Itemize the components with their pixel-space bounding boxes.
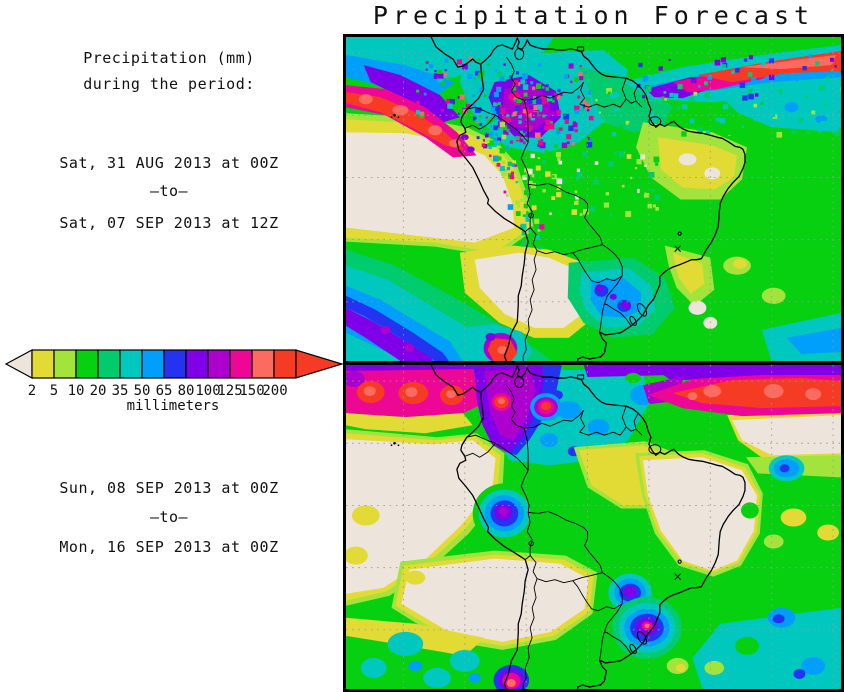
legend-tick: 2 xyxy=(28,383,36,399)
period2-separator: –to– xyxy=(149,508,189,526)
page-title: Precipitation Forecast xyxy=(372,1,815,30)
forecast-map-panel-2 xyxy=(346,365,841,689)
legend-tick: 5 xyxy=(50,383,58,399)
legend-tick: 200 xyxy=(262,383,287,399)
legend-tick: 100 xyxy=(195,383,220,399)
precipitation-map xyxy=(343,34,844,692)
legend-tick: 35 xyxy=(112,383,129,399)
legend-tick: 65 xyxy=(156,383,173,399)
legend-bar xyxy=(4,348,345,380)
period2-start: Sun, 08 SEP 2013 at 00Z xyxy=(59,479,279,497)
legend-over-arrow xyxy=(295,349,345,379)
legend-unit-label: millimeters xyxy=(127,398,220,412)
info-line-1: Precipitation (mm) xyxy=(83,49,255,67)
legend-tick: 10 xyxy=(68,383,85,399)
period1-separator: –to– xyxy=(149,182,189,200)
legend-tick: 80 xyxy=(178,383,195,399)
legend-under-arrow xyxy=(4,348,33,380)
period2-end: Mon, 16 SEP 2013 at 00Z xyxy=(59,538,279,556)
period1-end: Sat, 07 SEP 2013 at 12Z xyxy=(59,214,279,232)
legend-ticks: 2 5 10 20 35 50 65 80 100 125 150 200 xyxy=(28,383,288,399)
color-scale-legend: 2 5 10 20 35 50 65 80 100 125 150 200 mi… xyxy=(2,346,345,414)
forecast-map-panel-1 xyxy=(346,37,841,361)
period1-start: Sat, 31 AUG 2013 at 00Z xyxy=(59,154,279,172)
info-line-2: during the period: xyxy=(83,75,255,93)
legend-tick: 50 xyxy=(134,383,151,399)
legend-tick: 125 xyxy=(217,383,242,399)
legend-tick: 150 xyxy=(239,383,264,399)
legend-tick: 20 xyxy=(90,383,107,399)
panel-divider xyxy=(346,360,841,366)
